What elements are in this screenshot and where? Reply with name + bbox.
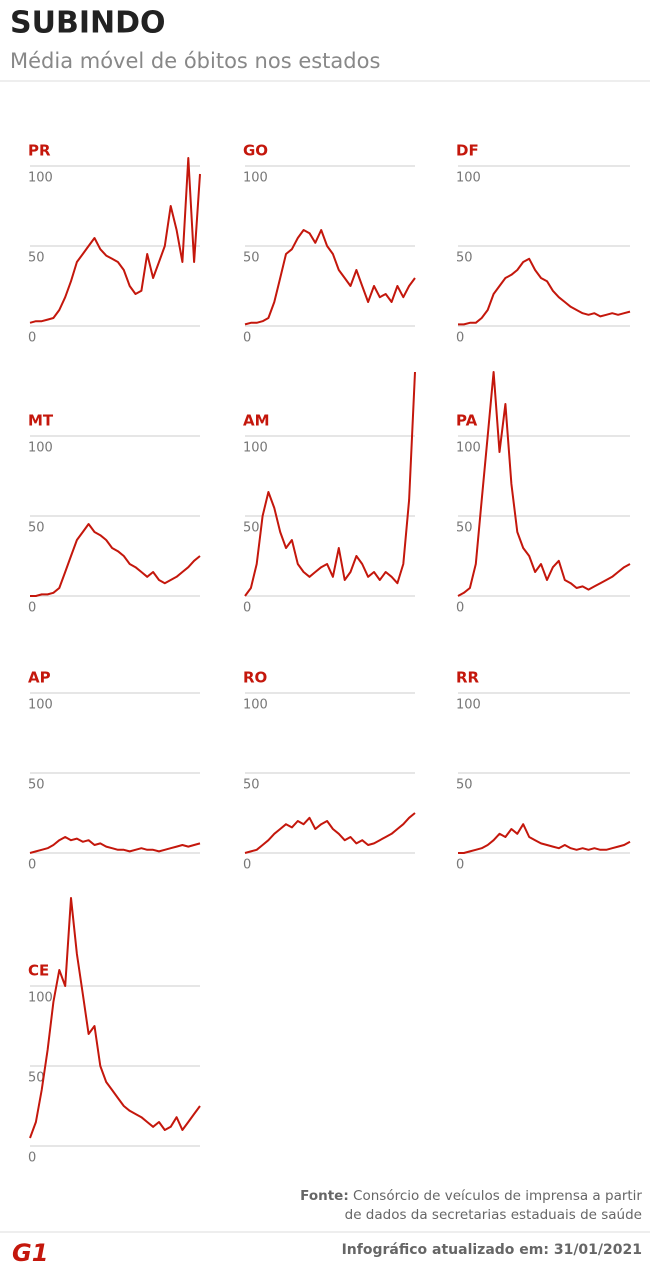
data-line (458, 823, 631, 854)
source-text: de dados da secretarias estaduais de saú… (345, 1207, 642, 1223)
y-tick-label: 0 (28, 1151, 36, 1166)
y-tick-label: 0 (28, 331, 36, 346)
y-tick-label: 100 (243, 698, 268, 713)
y-tick-label: 100 (243, 171, 268, 186)
y-tick-label: 50 (28, 521, 45, 536)
y-tick-label: 0 (28, 601, 36, 616)
y-tick-label: 100 (28, 698, 53, 713)
y-tick-label: 0 (456, 858, 464, 873)
data-line (458, 257, 631, 326)
panel-title: GO (243, 142, 268, 160)
y-tick-label: 100 (456, 698, 481, 713)
y-tick-label: 100 (243, 441, 268, 456)
page-subtitle: Média móvel de óbitos nos estados (10, 49, 380, 73)
source: Fonte: Consórcio de veículos de imprensa… (300, 1188, 642, 1204)
y-tick-label: 50 (28, 778, 45, 793)
y-tick-label: 50 (456, 778, 473, 793)
y-tick-label: 0 (456, 601, 464, 616)
y-tick-label: 50 (28, 251, 45, 266)
y-tick-label: 100 (28, 991, 53, 1006)
y-tick-label: 0 (243, 601, 251, 616)
y-tick-label: 50 (243, 521, 260, 536)
page-title: SUBINDO (10, 6, 166, 41)
y-tick-label: 50 (243, 778, 260, 793)
panel-title: PR (28, 142, 51, 160)
logo: G1 (12, 1239, 48, 1267)
y-tick-label: 0 (243, 331, 251, 346)
source-label: Fonte: (300, 1188, 349, 1204)
y-tick-label: 50 (456, 251, 473, 266)
panel-title: CE (28, 962, 49, 980)
data-line (30, 523, 201, 597)
y-tick-label: 50 (456, 521, 473, 536)
data-line (244, 812, 416, 854)
data-line (457, 371, 631, 597)
y-tick-label: 100 (28, 171, 53, 186)
data-line (29, 836, 201, 854)
source-text: Consórcio de veículos de imprensa a part… (353, 1188, 642, 1204)
panel-title: DF (456, 142, 479, 160)
data-line (244, 229, 416, 326)
panel-title: MT (28, 412, 54, 430)
y-tick-label: 0 (28, 858, 36, 873)
panel-title: AM (243, 412, 270, 430)
y-tick-label: 50 (28, 1071, 45, 1086)
panel-title: PA (456, 412, 478, 430)
panel-title: RO (243, 669, 267, 687)
y-tick-label: 0 (243, 858, 251, 873)
data-line (29, 897, 201, 1139)
y-tick-label: 0 (456, 331, 464, 346)
panel-title: RR (456, 669, 480, 687)
data-line (244, 371, 416, 597)
updated: Infográfico atualizado em: 31/01/2021 (342, 1242, 642, 1258)
y-tick-label: 50 (243, 251, 260, 266)
y-tick-label: 100 (456, 441, 481, 456)
panel-title: AP (28, 669, 51, 687)
data-line (29, 157, 201, 324)
y-tick-label: 100 (456, 171, 481, 186)
y-tick-label: 100 (28, 441, 53, 456)
